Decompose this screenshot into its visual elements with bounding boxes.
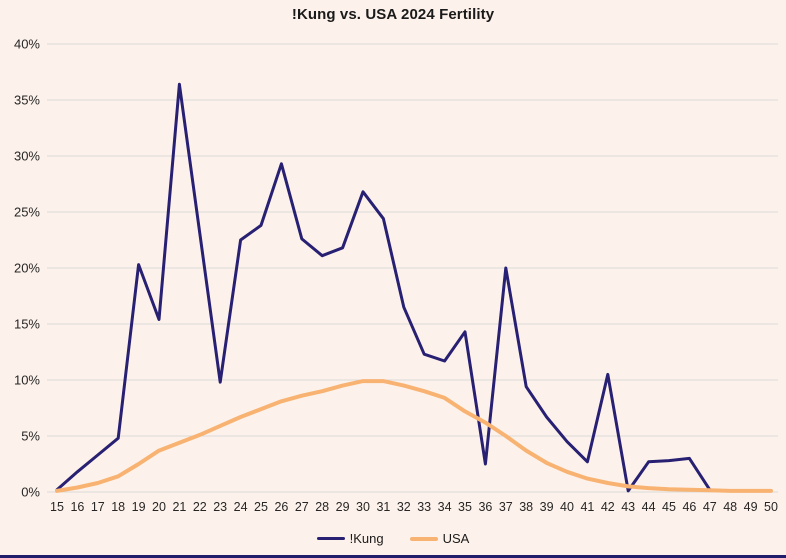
x-tick-label: 35 [458,500,472,514]
x-tick-label: 31 [376,500,390,514]
legend-label-kung: !Kung [349,531,384,546]
window-edge-strip [0,555,786,558]
x-tick-label: 30 [356,500,370,514]
y-tick-label: 25% [14,205,40,220]
legend-item-kung: !Kung [316,531,384,546]
y-tick-label: 20% [14,261,40,276]
x-tick-label: 29 [336,500,350,514]
x-tick-label: 50 [764,500,778,514]
x-tick-label: 37 [499,500,513,514]
x-tick-label: 24 [234,500,248,514]
x-tick-label: 34 [438,500,452,514]
x-tick-label: 49 [744,500,758,514]
usa-line-swatch-icon [409,536,438,541]
y-tick-label: 35% [14,93,40,108]
x-tick-label: 20 [152,500,166,514]
x-tick-label: 38 [519,500,533,514]
series-line-usa [55,379,773,493]
y-tick-label: 10% [14,373,40,388]
x-tick-label: 46 [682,500,696,514]
x-tick-label: 17 [91,500,105,514]
x-tick-label: 21 [172,500,186,514]
x-tick-label: 32 [397,500,411,514]
x-tick-label: 22 [193,500,207,514]
kung-line-swatch-icon [316,537,345,540]
y-tick-label: 15% [14,317,40,332]
legend-label-usa: USA [442,531,470,546]
y-tick-label: 0% [21,485,40,500]
x-tick-label: 42 [601,500,615,514]
y-tick-label: 30% [14,149,40,164]
x-tick-label: 41 [580,500,594,514]
x-tick-label: 28 [315,500,329,514]
x-tick-label: 36 [478,500,492,514]
x-tick-label: 26 [274,500,288,514]
x-tick-label: 27 [295,500,309,514]
x-tick-label: 45 [662,500,676,514]
x-tick-label: 16 [70,500,84,514]
chart-title: !Kung vs. USA 2024 Fertility [291,6,495,23]
x-tick-label: 39 [540,500,554,514]
x-tick-label: 15 [50,500,64,514]
x-tick-label: 44 [642,500,656,514]
chart-legend: !Kung USA [0,531,786,546]
x-tick-label: 48 [723,500,737,514]
series-line-kung [55,82,712,493]
x-tick-label: 23 [213,500,227,514]
x-tick-label: 19 [132,500,146,514]
x-tick-label: 18 [111,500,125,514]
x-tick-label: 43 [621,500,635,514]
x-tick-label: 40 [560,500,574,514]
y-tick-label: 5% [21,429,40,444]
x-tick-label: 33 [417,500,431,514]
x-tick-label: 25 [254,500,268,514]
legend-item-usa: USA [409,531,470,546]
x-tick-label: 47 [703,500,717,514]
y-tick-label: 40% [14,37,40,52]
